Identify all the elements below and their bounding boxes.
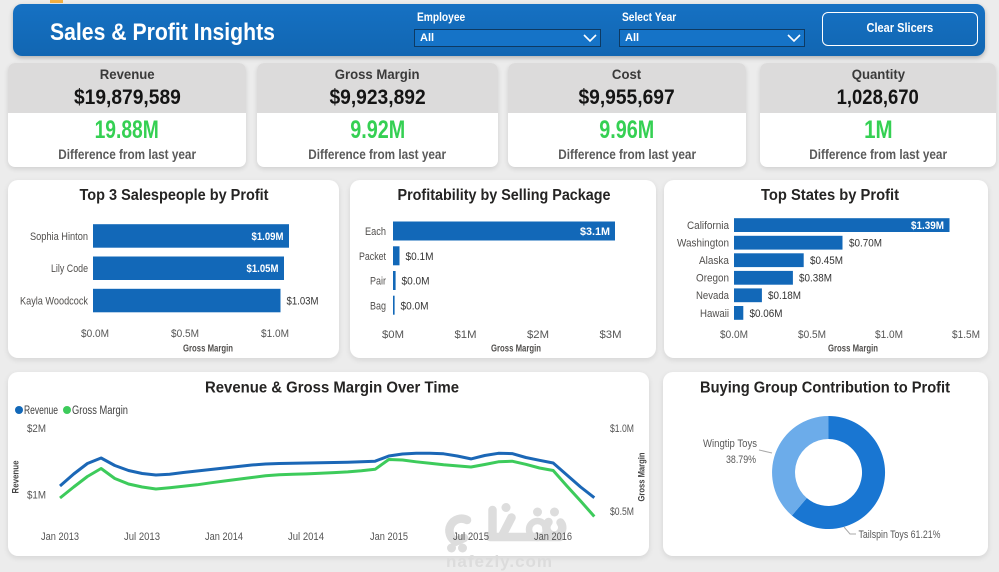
svg-text:Gross Margin: Gross Margin: [828, 343, 878, 355]
svg-text:$0.38M: $0.38M: [799, 273, 832, 285]
svg-text:Oregon: Oregon: [696, 273, 729, 285]
svg-text:Kayla Woodcock: Kayla Woodcock: [20, 296, 88, 308]
svg-text:Gross Margin: Gross Margin: [72, 405, 128, 417]
svg-text:Sophia Hinton: Sophia Hinton: [30, 231, 88, 243]
svg-text:Gross Margin: Gross Margin: [183, 343, 233, 355]
svg-text:$0.45M: $0.45M: [810, 255, 843, 267]
svg-text:$1M: $1M: [455, 329, 477, 341]
svg-text:Alaska: Alaska: [699, 255, 730, 267]
svg-text:$2M: $2M: [27, 423, 46, 435]
svg-text:Tailspin Toys 61.21%: Tailspin Toys 61.21%: [859, 529, 941, 541]
svg-text:$1.39M: $1.39M: [911, 220, 944, 232]
svg-text:38.79%: 38.79%: [726, 454, 756, 466]
svg-text:Gross Margin: Gross Margin: [637, 452, 648, 501]
svg-text:California: California: [687, 220, 730, 232]
svg-text:Revenue & Gross Margin Over Ti: Revenue & Gross Margin Over Time: [205, 380, 459, 397]
svg-text:Top 3 Salespeople by Profit: Top 3 Salespeople by Profit: [80, 187, 270, 204]
svg-text:$3.1M: $3.1M: [580, 226, 610, 238]
svg-text:Packet: Packet: [359, 251, 386, 263]
svg-text:$1.03M: $1.03M: [287, 296, 319, 308]
svg-text:$1.5M: $1.5M: [952, 329, 980, 341]
svg-text:$1.0M: $1.0M: [610, 423, 634, 435]
svg-text:Pair: Pair: [370, 276, 386, 288]
svg-text:Jul 2013: Jul 2013: [124, 531, 160, 543]
svg-text:Top States by Profit: Top States by Profit: [761, 187, 900, 204]
svg-text:Jan 2014: Jan 2014: [205, 531, 243, 543]
svg-text:Wingtip Toys: Wingtip Toys: [703, 438, 757, 450]
svg-text:Hawaii: Hawaii: [700, 308, 729, 320]
svg-text:Nevada: Nevada: [696, 290, 730, 302]
svg-text:$1M: $1M: [27, 490, 46, 502]
svg-text:$2M: $2M: [527, 329, 549, 341]
svg-text:$0.18M: $0.18M: [768, 290, 801, 302]
svg-text:$1.0M: $1.0M: [875, 329, 903, 341]
svg-text:Lily Code: Lily Code: [51, 263, 88, 275]
svg-text:Revenue: Revenue: [11, 461, 22, 494]
svg-text:Jul 2015: Jul 2015: [453, 531, 489, 543]
svg-text:Revenue: Revenue: [24, 405, 58, 417]
svg-text:$1.05M: $1.05M: [247, 263, 279, 275]
svg-text:$0.5M: $0.5M: [171, 328, 199, 340]
svg-text:$0.06M: $0.06M: [750, 308, 783, 320]
svg-text:Washington: Washington: [677, 238, 729, 250]
svg-text:$0.0M: $0.0M: [401, 300, 429, 312]
svg-text:Gross Margin: Gross Margin: [491, 343, 541, 355]
svg-text:$1.0M: $1.0M: [261, 328, 289, 340]
svg-text:$3M: $3M: [600, 329, 622, 341]
svg-text:Jan 2015: Jan 2015: [370, 531, 408, 543]
svg-text:$0M: $0M: [382, 329, 404, 341]
svg-text:$0.1M: $0.1M: [406, 251, 434, 263]
svg-text:$0.5M: $0.5M: [610, 506, 634, 518]
svg-text:$1.09M: $1.09M: [252, 231, 284, 243]
svg-text:Jul 2014: Jul 2014: [288, 531, 324, 543]
svg-text:Jan 2016: Jan 2016: [534, 531, 572, 543]
svg-text:Jan 2013: Jan 2013: [41, 531, 79, 543]
svg-text:$0.0M: $0.0M: [402, 276, 430, 288]
svg-text:Buying Group Contribution to P: Buying Group Contribution to Profit: [700, 380, 951, 397]
svg-text:$0.5M: $0.5M: [798, 329, 826, 341]
svg-text:Profitability by Selling Packa: Profitability by Selling Package: [398, 187, 611, 204]
svg-text:$0.0M: $0.0M: [81, 328, 109, 340]
svg-text:$0.70M: $0.70M: [849, 238, 882, 250]
svg-text:$0.0M: $0.0M: [720, 329, 748, 341]
svg-text:Each: Each: [365, 226, 386, 238]
svg-text:Bag: Bag: [370, 300, 386, 312]
